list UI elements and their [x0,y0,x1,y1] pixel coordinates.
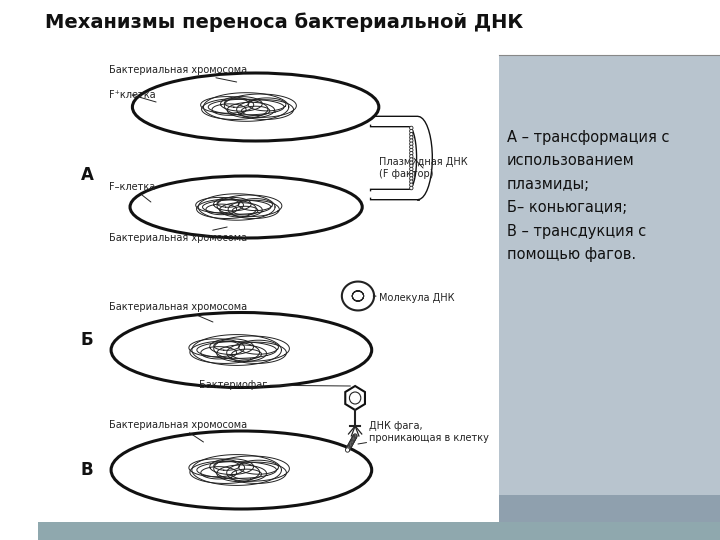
Circle shape [349,441,354,445]
Circle shape [410,158,413,161]
Circle shape [346,448,350,452]
Circle shape [351,437,356,442]
Circle shape [410,186,413,190]
Circle shape [346,447,350,451]
Circle shape [353,435,356,439]
Text: Механизмы переноса бактериальной ДНК: Механизмы переноса бактериальной ДНК [45,12,523,32]
Ellipse shape [132,73,379,141]
Circle shape [351,438,355,442]
Circle shape [410,161,413,165]
Circle shape [410,167,413,171]
Ellipse shape [130,176,362,238]
Circle shape [410,151,413,155]
Ellipse shape [111,313,372,388]
Text: А – трансформация с
использованием
плазмиды;
Б– коньюгация;
В – трансдукция с
по: А – трансформация с использованием плазм… [507,130,670,262]
Circle shape [410,148,413,152]
Text: Плазмидная ДНК
(F фактор): Плазмидная ДНК (F фактор) [379,157,467,179]
Circle shape [348,442,353,447]
Text: ДНК фага,
проникающая в клетку: ДНК фага, проникающая в клетку [358,421,489,444]
Text: F–клетка: F–клетка [109,182,155,202]
Circle shape [351,438,354,443]
Ellipse shape [111,431,372,509]
Circle shape [410,171,413,174]
Circle shape [350,440,354,444]
Circle shape [347,444,351,449]
Circle shape [347,446,351,450]
Circle shape [348,444,352,448]
Text: А: А [81,166,94,184]
Circle shape [410,177,413,180]
Circle shape [346,446,351,450]
Text: Б: Б [81,331,93,349]
Bar [37,522,720,540]
Circle shape [348,443,352,447]
Circle shape [410,154,413,158]
Text: Бактериальная хромосома: Бактериальная хромосома [109,227,247,243]
Circle shape [352,435,356,440]
Circle shape [351,436,356,441]
Circle shape [410,136,413,139]
Text: Бактериофаг: Бактериофаг [199,380,351,390]
Bar [499,55,720,530]
Circle shape [410,139,413,143]
Circle shape [410,142,413,146]
Polygon shape [372,117,431,199]
Polygon shape [346,386,365,410]
Circle shape [410,183,413,187]
Text: Молекула ДНК: Молекула ДНК [373,293,454,303]
Circle shape [410,173,413,177]
Circle shape [410,164,413,168]
Text: Бактериальная хромосома: Бактериальная хромосома [109,302,247,322]
Circle shape [410,126,413,130]
Circle shape [349,441,354,445]
Circle shape [349,392,361,404]
Circle shape [410,130,413,133]
Circle shape [410,180,413,184]
Text: Бактериальная хромосома: Бактериальная хромосома [109,65,247,82]
Text: Бактериальная хромосома: Бактериальная хромосома [109,420,247,442]
Text: F⁺клетка: F⁺клетка [109,90,156,102]
Text: В: В [81,461,93,479]
Circle shape [353,434,357,438]
Bar [499,495,720,530]
Circle shape [410,145,413,149]
Circle shape [410,132,413,136]
